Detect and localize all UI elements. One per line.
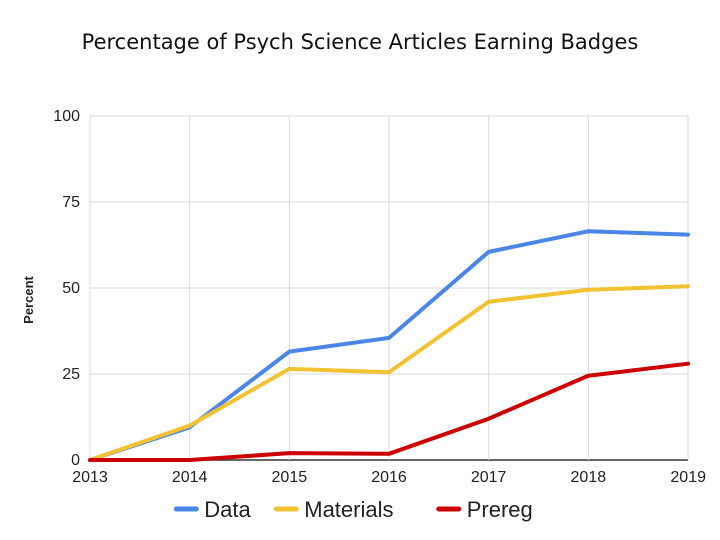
y-tick-labels: 0 25 50 75 100	[53, 108, 80, 469]
x-tick-label: 2013	[72, 469, 108, 486]
x-tick-label: 2018	[571, 469, 607, 486]
legend-label: Materials	[304, 497, 393, 522]
x-tick-label: 2016	[371, 469, 407, 486]
x-tick-label: 2014	[172, 469, 208, 486]
x-tick-label: 2017	[471, 469, 507, 486]
x-tick-label: 2019	[670, 469, 706, 486]
y-axis-title: Percent	[21, 275, 36, 323]
legend-item-data: Data	[173, 497, 251, 522]
y-tick-label: 25	[62, 366, 80, 383]
y-tick-label: 50	[62, 280, 80, 297]
y-tick-label: 100	[53, 108, 80, 125]
x-tick-labels: 2013 2014 2015 2016 2017 2018 2019	[72, 469, 706, 486]
x-tick-label: 2015	[272, 469, 308, 486]
legend-label: Data	[204, 497, 251, 522]
series-layer	[88, 229, 690, 462]
legend-label: Prereg	[467, 497, 533, 522]
legend: Data Materials Prereg	[173, 497, 533, 522]
legend-item-prereg: Prereg	[436, 497, 533, 522]
legend-item-materials: Materials	[273, 497, 394, 522]
chart-title: Percentage of Psych Science Articles Ear…	[81, 30, 639, 54]
y-tick-label: 0	[71, 452, 80, 469]
y-tick-label: 75	[62, 194, 80, 211]
